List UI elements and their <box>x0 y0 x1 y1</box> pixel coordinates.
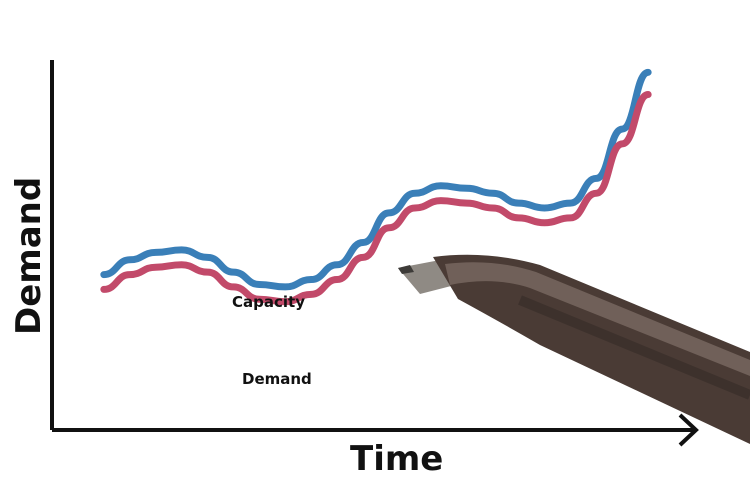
demand-line <box>100 91 652 306</box>
series-layer <box>100 68 652 306</box>
demand-label: Demand <box>242 370 312 388</box>
x-axis-arrow <box>678 413 699 447</box>
pen-icon <box>398 254 750 444</box>
x-axis-title: Time <box>350 439 443 479</box>
axes <box>50 60 699 447</box>
y-axis-title: Demand <box>9 177 49 335</box>
capacity-label: Capacity <box>232 293 305 311</box>
capacity-line <box>100 68 652 291</box>
